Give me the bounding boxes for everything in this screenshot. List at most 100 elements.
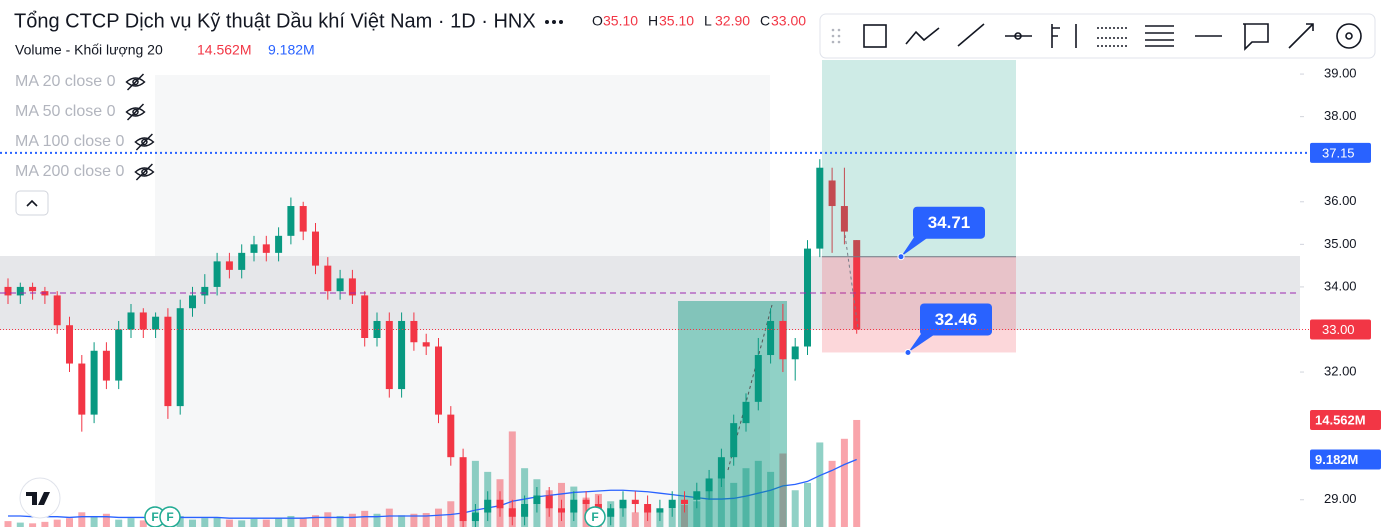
volume-bar: [139, 520, 147, 527]
candle-body: [558, 508, 565, 513]
visibility-toggle[interactable]: [125, 103, 146, 121]
candle-body: [447, 414, 455, 458]
eye-pupil: [132, 108, 139, 116]
volume-bar: [717, 475, 725, 527]
candle-body: [607, 508, 615, 517]
candle-body: [16, 286, 24, 296]
candle-body: [410, 320, 418, 343]
indicator-label: MA 20 close 0: [15, 73, 116, 90]
tool-path[interactable]: [905, 27, 940, 45]
candle-body: [767, 320, 775, 356]
callout-label: 34.71: [928, 213, 971, 232]
volume-bar: [791, 490, 799, 527]
tool-callout[interactable]: [1243, 23, 1269, 51]
callout-box: [920, 303, 992, 336]
tool-arrow[interactable]: [1288, 23, 1314, 49]
candle-body: [816, 167, 824, 249]
volume-label-bg: [1310, 449, 1381, 470]
candle-body: [693, 491, 701, 500]
ohlc-key: H: [648, 13, 658, 29]
candle-body: [508, 508, 516, 517]
more-button[interactable]: [545, 20, 563, 24]
volume-bar: [348, 513, 356, 527]
candle-body: [373, 320, 381, 338]
tool-lines[interactable]: [1145, 25, 1174, 47]
candle-body: [238, 252, 246, 270]
visibility-toggle[interactable]: [125, 73, 146, 91]
candle-body: [717, 457, 725, 479]
volume-bar: [312, 515, 319, 527]
visibility-toggle[interactable]: [134, 133, 155, 151]
candle-body: [336, 278, 344, 292]
event-marker[interactable]: [584, 506, 606, 527]
candle-body: [828, 180, 836, 207]
tool-rectangle[interactable]: [863, 24, 887, 48]
candle-body: [189, 295, 196, 309]
candle-body: [385, 320, 393, 390]
eye-pupil: [141, 138, 148, 146]
volume-label-bg: [1310, 409, 1381, 430]
callout-label: 32.46: [935, 310, 978, 329]
candle-body: [164, 316, 172, 407]
volume-bar: [225, 519, 233, 527]
price-label: 37.15: [1322, 145, 1355, 160]
volume-value: 14.562M: [197, 42, 251, 58]
candle-body: [631, 499, 639, 505]
candle-body: [619, 499, 627, 509]
volume-bar: [90, 515, 98, 527]
ohlc-key: L: [704, 13, 712, 29]
visibility-toggle[interactable]: [134, 163, 155, 181]
ohlc-key: C: [760, 13, 770, 29]
volume-bar: [361, 510, 369, 527]
y-tick-label: 35.00: [1324, 236, 1357, 251]
volume-bar: [336, 515, 344, 527]
candle-body: [804, 248, 811, 347]
callout-anchor: [897, 253, 905, 261]
tool-trendline[interactable]: [957, 23, 985, 47]
tool-fib[interactable]: [1051, 24, 1077, 48]
volume-bar: [853, 419, 861, 527]
candle-body: [570, 499, 578, 513]
volume-legend: Volume - Khối lượng 20: [15, 42, 163, 58]
candle-body: [361, 295, 369, 338]
tool-channel[interactable]: [1097, 27, 1127, 47]
candle-body: [853, 240, 861, 330]
indicator-label: MA 200 close 0: [15, 163, 125, 180]
volume-bar: [693, 501, 701, 527]
candle-body: [754, 355, 762, 402]
collapse-button[interactable]: [15, 190, 49, 216]
tool-ray[interactable]: [1005, 32, 1032, 40]
tv-logo: [19, 477, 61, 519]
volume-bar: [754, 460, 762, 527]
volume-bar: [275, 518, 283, 527]
candle-body: [78, 363, 86, 415]
candle-body: [201, 286, 209, 296]
drag-handle[interactable]: [831, 28, 841, 44]
volume-bar: [681, 504, 688, 527]
candle-body: [521, 504, 529, 517]
indicator-label: MA 100 close 0: [15, 133, 125, 150]
volume-bar: [324, 512, 332, 527]
volume-label: 14.562M: [1315, 412, 1366, 427]
volume-bar: [840, 438, 848, 527]
volume-bar: [828, 460, 836, 527]
event-marker[interactable]: [159, 506, 181, 527]
callout-box: [913, 206, 985, 239]
candle-body: [127, 312, 135, 330]
volume-bar: [262, 519, 270, 527]
y-tick-label: 38.00: [1324, 108, 1357, 123]
position-layer: 34.71 32.46: [822, 60, 1016, 356]
price-label-bg: [1310, 142, 1371, 163]
y-tick-label: 36.00: [1324, 193, 1357, 208]
volume-bar: [213, 517, 221, 527]
candle-body: [250, 244, 258, 253]
volume-legend-bg: [10, 40, 330, 62]
candle-body: [29, 286, 37, 292]
volume-bar: [66, 518, 73, 527]
volume-bar: [4, 521, 12, 527]
volume-bar: [373, 513, 381, 527]
event-label: F: [151, 510, 158, 524]
tool-settings[interactable]: [1336, 23, 1362, 49]
ohlc-key: O: [592, 13, 603, 29]
